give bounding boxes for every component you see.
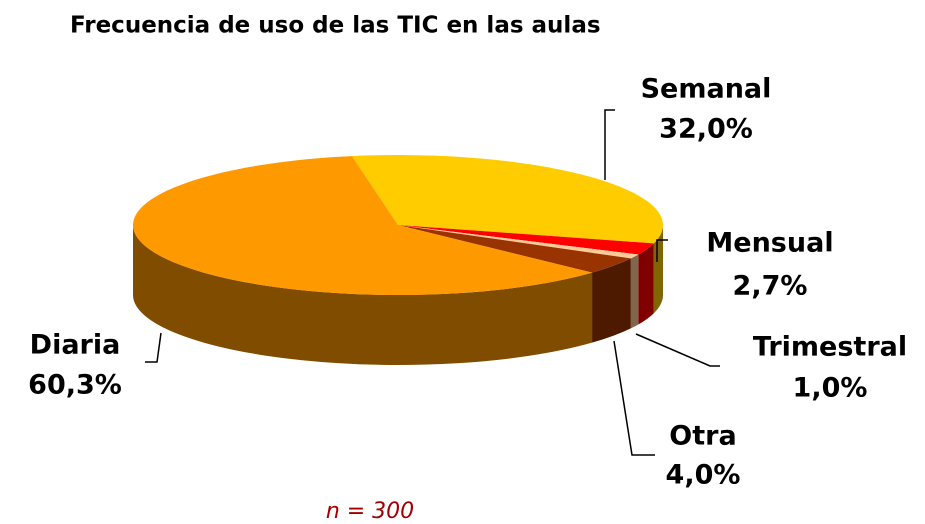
- pie-slice: [398, 225, 631, 273]
- value-label: 60,3%: [28, 370, 122, 401]
- value-label: 4,0%: [666, 460, 741, 491]
- chart-title: Frecuencia de uso de las TIC en las aula…: [70, 13, 601, 39]
- annotation: n = 300: [326, 499, 414, 524]
- value-label: 2,7%: [733, 271, 808, 302]
- slice-label: Mensual: [706, 228, 833, 259]
- value-label: 32,0%: [659, 114, 753, 145]
- pie-side: [592, 258, 631, 343]
- leader-line: [145, 332, 162, 363]
- pie-slice: [133, 156, 593, 295]
- slice-label: Semanal: [641, 74, 772, 105]
- leader-line: [656, 239, 668, 262]
- pie-side: [630, 254, 639, 329]
- slice-label: Otra: [669, 421, 736, 452]
- pie-side: [133, 225, 593, 365]
- slice-label: Trimestral: [753, 332, 907, 363]
- value-label: 1,0%: [793, 373, 868, 404]
- pie-side: [653, 225, 663, 314]
- slice-label: Diaria: [30, 330, 121, 361]
- pie-side: [638, 243, 654, 325]
- pie-slice: [398, 225, 639, 259]
- leader-line: [604, 109, 615, 180]
- leader-line: [613, 340, 655, 456]
- pie-slice: [398, 225, 654, 255]
- pie-slice: [351, 155, 663, 244]
- leader-line: [635, 333, 720, 367]
